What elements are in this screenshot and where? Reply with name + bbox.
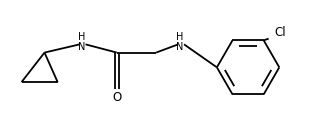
Text: N: N: [78, 42, 85, 52]
Text: H: H: [78, 32, 85, 42]
Text: Cl: Cl: [275, 26, 286, 39]
Text: H: H: [176, 32, 184, 42]
Text: N: N: [176, 42, 184, 52]
Text: O: O: [112, 91, 122, 104]
